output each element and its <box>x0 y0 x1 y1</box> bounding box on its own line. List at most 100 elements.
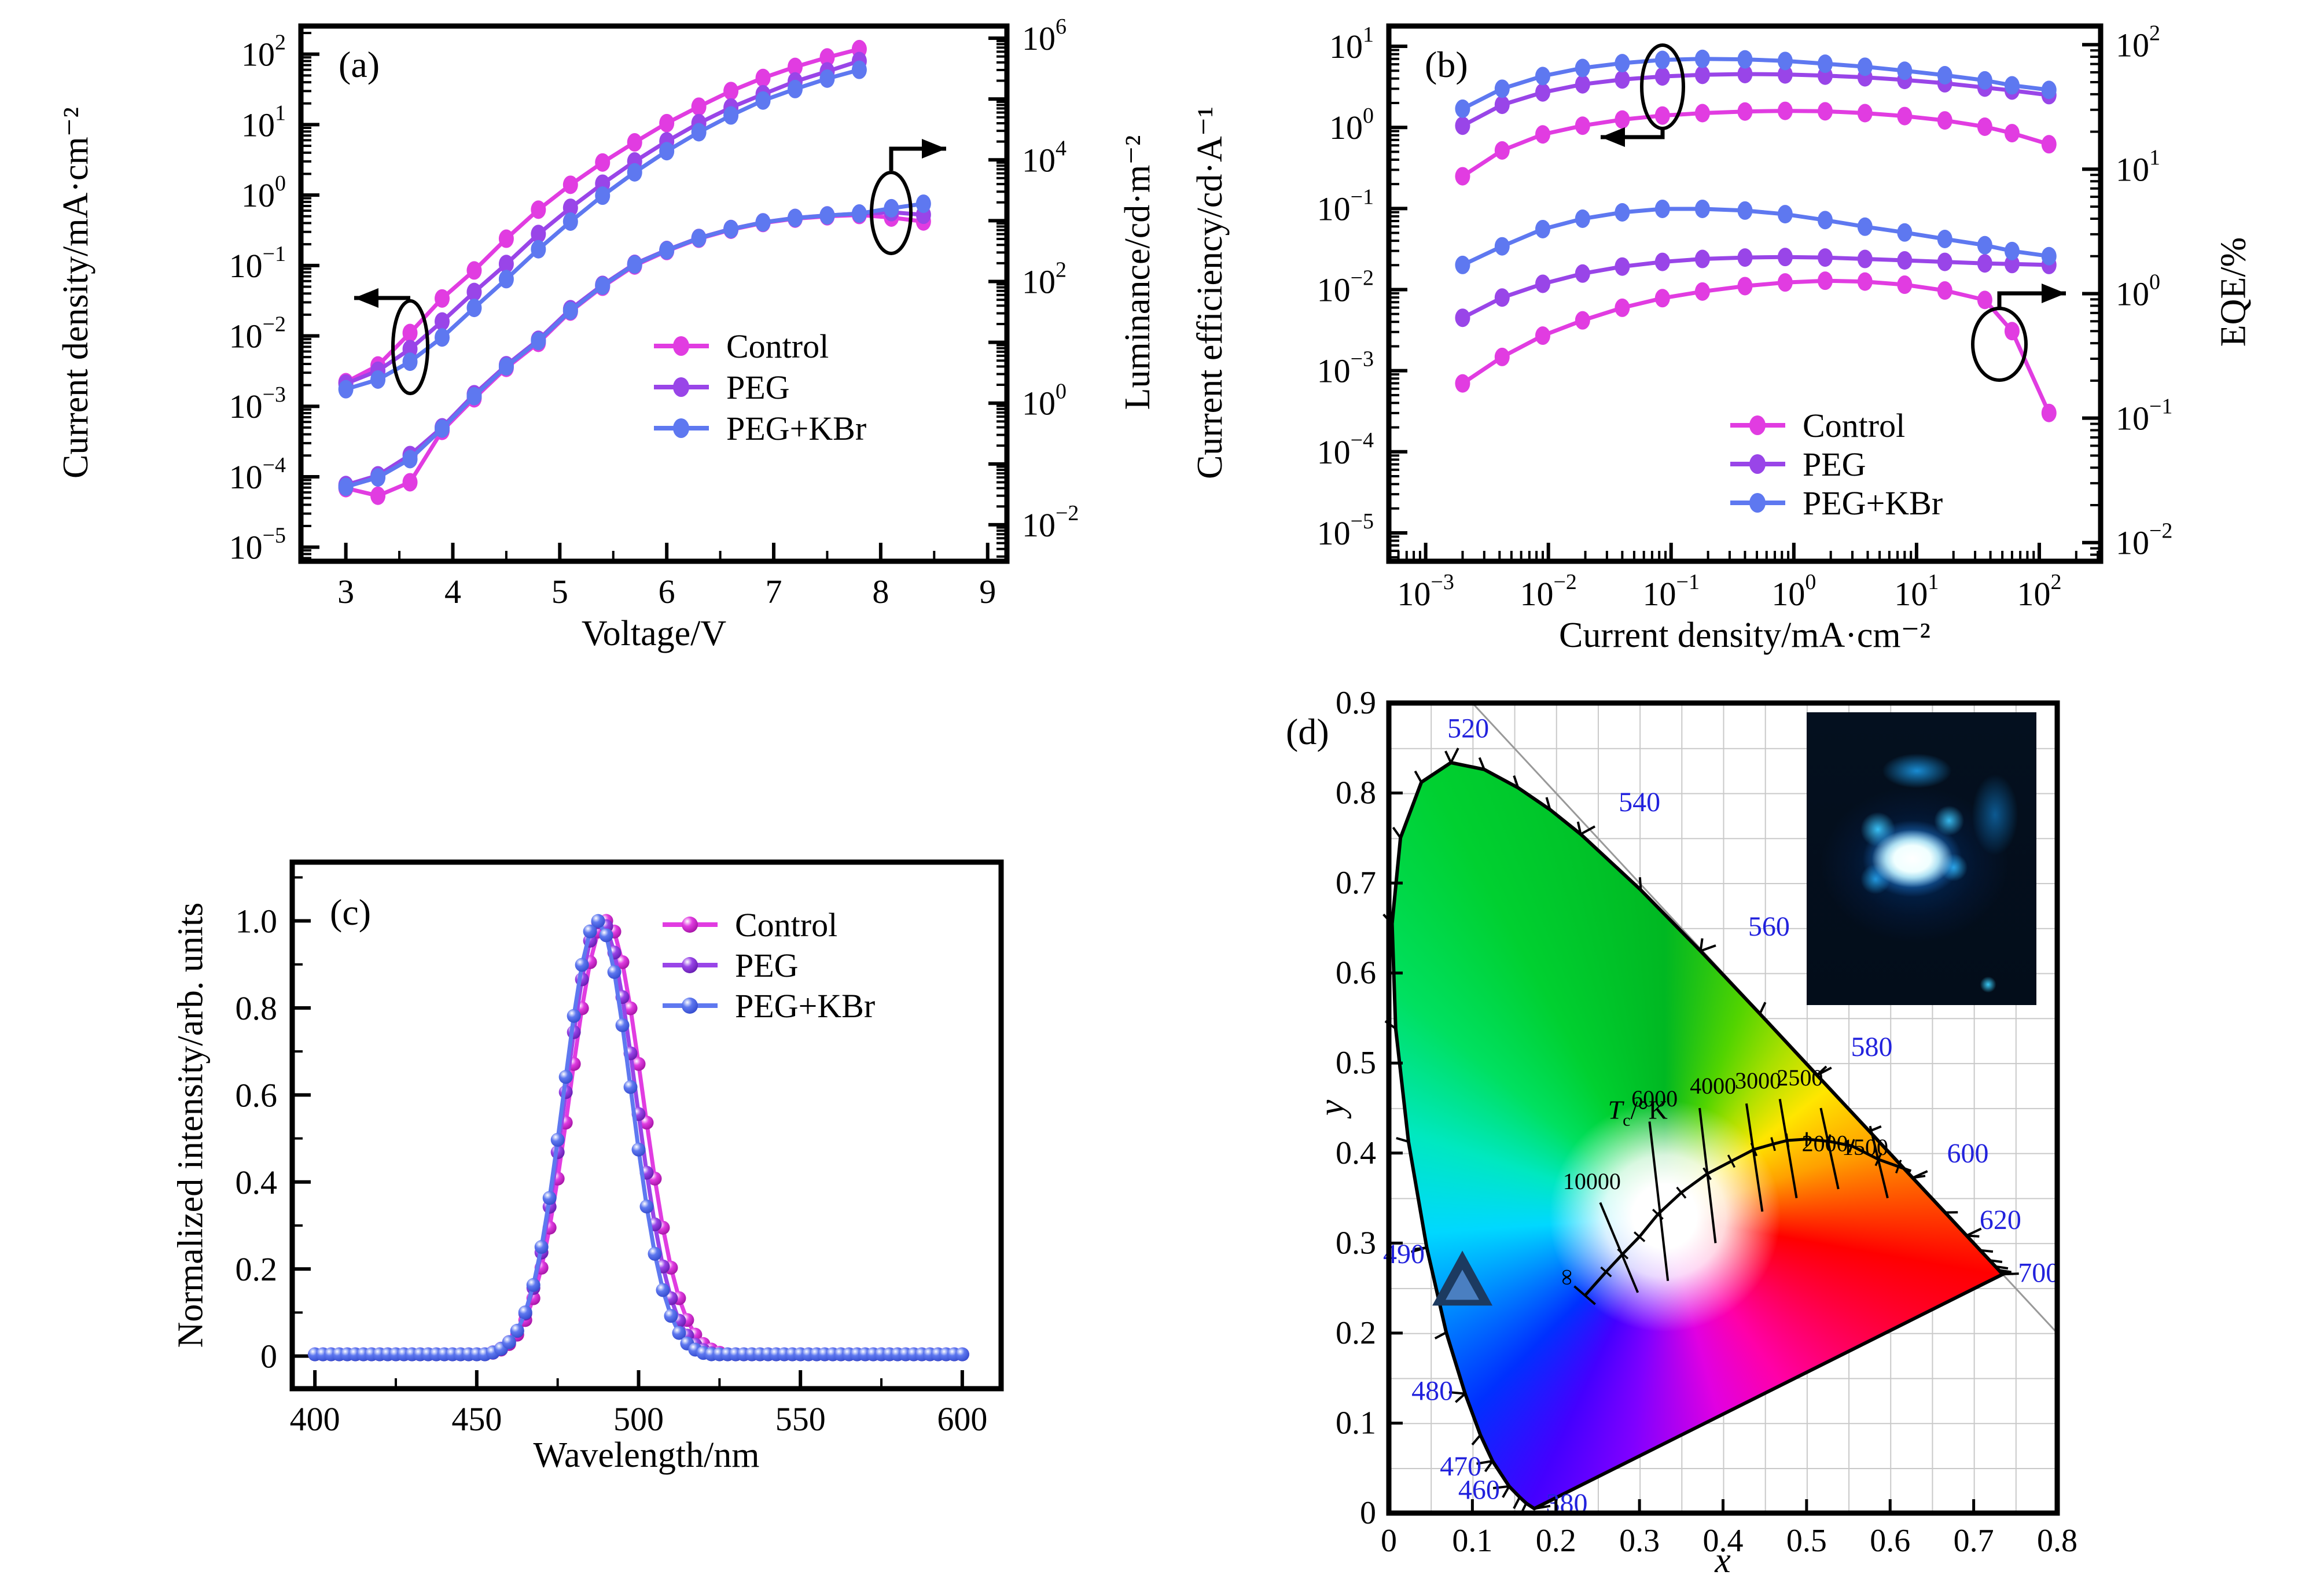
svg-text:10−5: 10−5 <box>229 524 286 566</box>
panel-b-plot: 10−3 10−2 10−1 100 101 102 10−5 10−4 10−3 10−2 10−… <box>1317 21 2173 613</box>
series-b-peg-kbr-eqe <box>1455 199 2057 274</box>
svg-text:0.5: 0.5 <box>1336 1045 1376 1081</box>
svg-text:580: 580 <box>1851 1032 1892 1062</box>
annotation-ellipse <box>1640 43 1685 130</box>
svg-text:0: 0 <box>1381 1523 1397 1559</box>
svg-text:0.4: 0.4 <box>1336 1135 1376 1171</box>
svg-text:480: 480 <box>1411 1375 1453 1406</box>
panel-d-label: (d) <box>1286 711 1329 752</box>
legend-item-control: Control <box>663 906 837 944</box>
series-c-peg-kbr <box>308 914 969 1361</box>
svg-text:10−5: 10−5 <box>1317 509 1374 552</box>
svg-text:PEG: PEG <box>726 369 790 406</box>
panel-b-ylabel-right: EQE/% <box>2213 237 2253 347</box>
svg-text:101: 101 <box>241 101 286 143</box>
svg-text:0.6: 0.6 <box>1336 955 1376 991</box>
svg-text:100: 100 <box>1329 104 1374 146</box>
legend-item-control: Control <box>1730 407 1905 444</box>
svg-text:400: 400 <box>290 1400 340 1438</box>
panel-b-label: (b) <box>1425 44 1468 85</box>
panel-c-axes: 400 450 500 550 600 0 0.2 0.4 0.6 0.8 1.0 <box>236 859 1004 1438</box>
svg-text:100: 100 <box>1022 380 1067 422</box>
svg-text:Control: Control <box>735 906 837 944</box>
legend-item-peg-kbr: PEG+KBr <box>654 410 866 447</box>
svg-text:0.5: 0.5 <box>1786 1523 1827 1559</box>
annotation-ellipse <box>391 299 429 395</box>
svg-text:2000: 2000 <box>1802 1131 1848 1157</box>
svg-text:0.4: 0.4 <box>1703 1523 1744 1559</box>
legend-item-peg: PEG <box>663 947 799 984</box>
panel-c-xlabel: Wavelength/nm <box>533 1436 760 1475</box>
svg-text:550: 550 <box>775 1400 826 1438</box>
annotation-arrow <box>354 288 410 308</box>
svg-text:0.6: 0.6 <box>236 1076 278 1114</box>
svg-text:10−1: 10−1 <box>229 242 286 285</box>
svg-text:620: 620 <box>1980 1205 2021 1235</box>
svg-text:0.1: 0.1 <box>1336 1405 1376 1441</box>
svg-text:6: 6 <box>659 573 675 610</box>
series-b-peg-kbr <box>1455 49 2057 118</box>
annotation-arrow <box>1601 127 1665 147</box>
svg-text:460: 460 <box>1458 1475 1500 1506</box>
svg-text:106: 106 <box>1022 14 1067 57</box>
svg-text:0: 0 <box>260 1338 277 1375</box>
svg-text:3000: 3000 <box>1735 1068 1781 1094</box>
svg-text:0: 0 <box>1360 1495 1376 1531</box>
panel-c-label: (c) <box>330 892 372 933</box>
series-a-peg-kbr <box>338 60 867 399</box>
panel-a-label: (a) <box>339 44 380 85</box>
panel-d-axes: 0 0.1 0.2 0.3 0.4 0.5 0.6 0.7 0.8 0 0.1 0.2 0.3 0.4 0.… <box>1336 685 2077 1559</box>
svg-text:600: 600 <box>937 1400 987 1438</box>
svg-text:Control: Control <box>1803 407 1905 444</box>
svg-text:104: 104 <box>1022 136 1067 179</box>
svg-text:0.2: 0.2 <box>236 1250 278 1288</box>
svg-text:1.0: 1.0 <box>236 903 278 940</box>
annotation-ellipse <box>870 171 913 255</box>
svg-text:101: 101 <box>1894 570 1939 613</box>
svg-text:0.3: 0.3 <box>1619 1523 1660 1559</box>
svg-text:520: 520 <box>1447 713 1489 744</box>
svg-text:100: 100 <box>241 171 286 214</box>
panel-b-axes: 10−3 10−2 10−1 100 101 102 10−5 10−4 10−3 10−2 10−… <box>1317 21 2173 613</box>
svg-text:Control: Control <box>726 327 829 365</box>
panel-a-legend: Control PEG PEG+KBr <box>654 327 866 447</box>
panel-a-axes: 3 4 5 6 7 8 9 10−5 10−4 10−3 10−2 10−1 100 101 102 10−2… <box>229 14 1079 610</box>
svg-text:0.8: 0.8 <box>1336 775 1376 811</box>
panel-a-plot: 3 4 5 6 7 8 9 10−5 10−4 10−3 10−2 10−1 100 101 102 10−2… <box>229 14 1079 610</box>
svg-text:0.9: 0.9 <box>1336 685 1376 721</box>
svg-text:0.2: 0.2 <box>1336 1315 1376 1351</box>
svg-text:0.3: 0.3 <box>1336 1225 1376 1261</box>
panel-b-ylabel-left: Current efficiency/cd·A⁻¹ <box>1190 106 1230 480</box>
svg-text:4000: 4000 <box>1690 1073 1736 1099</box>
panel-b-xlabel: Current density/mA·cm⁻² <box>1559 616 1930 655</box>
panel-d-plot: 520 540 560 580 600 620 700 490 480 470 460 380 ∞ 100… <box>1336 685 2077 1559</box>
svg-text:102: 102 <box>2116 21 2160 64</box>
svg-text:10−3: 10−3 <box>229 382 286 425</box>
svg-text:10−4: 10−4 <box>1317 428 1374 471</box>
spectral-locus <box>1382 750 2013 1515</box>
svg-text:100: 100 <box>1771 570 1816 613</box>
svg-text:4: 4 <box>444 573 461 610</box>
svg-text:700: 700 <box>2018 1258 2060 1289</box>
panel-d-xlabel: x <box>1715 1541 1731 1580</box>
svg-text:10−1: 10−1 <box>1317 185 1374 227</box>
svg-text:102: 102 <box>2017 570 2061 613</box>
svg-text:470: 470 <box>1440 1451 1481 1482</box>
svg-text:101: 101 <box>2116 145 2160 188</box>
legend-item-peg: PEG <box>1730 446 1866 483</box>
legend-item-peg: PEG <box>654 369 790 406</box>
svg-text:PEG: PEG <box>1803 446 1866 483</box>
svg-text:PEG+KBr: PEG+KBr <box>1803 484 1943 522</box>
svg-text:10−3: 10−3 <box>1317 347 1374 390</box>
svg-text:10−3: 10−3 <box>1397 570 1454 613</box>
svg-text:10−2: 10−2 <box>1022 501 1079 544</box>
svg-text:0.1: 0.1 <box>1452 1523 1492 1559</box>
series-b-control-eqe <box>1455 271 2057 422</box>
legend-item-control: Control <box>654 327 829 365</box>
svg-text:7: 7 <box>766 573 782 610</box>
svg-text:100: 100 <box>2116 270 2160 313</box>
